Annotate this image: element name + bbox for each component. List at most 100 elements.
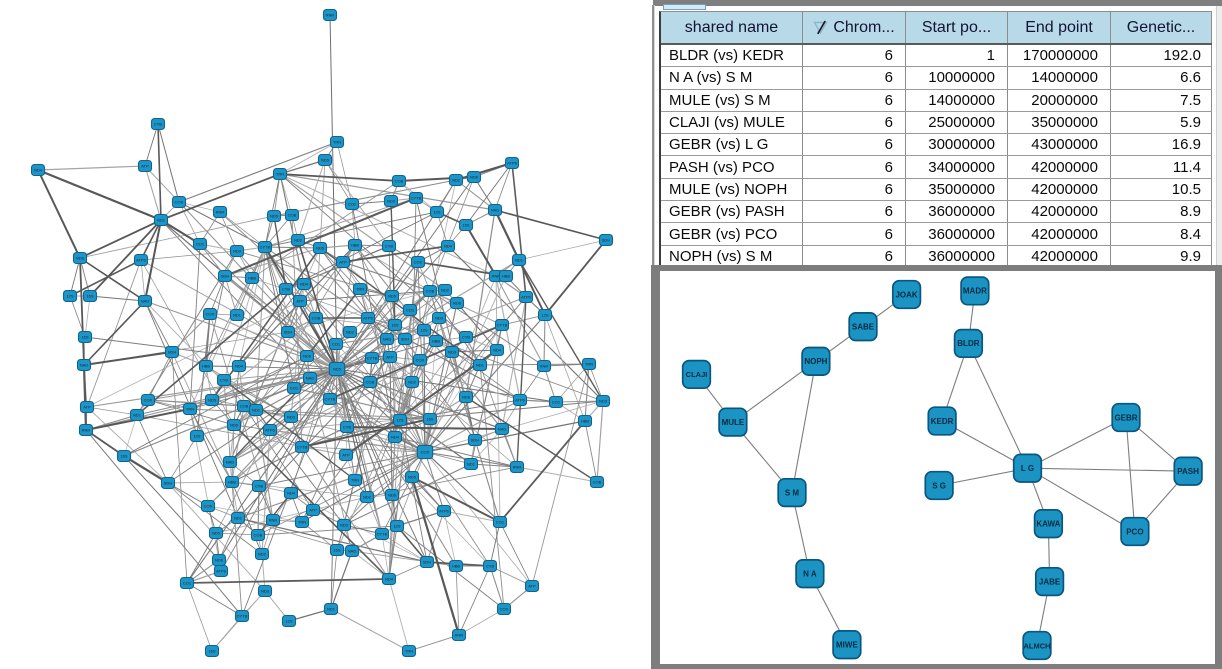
svg-text:NAD: NAD: [491, 208, 500, 213]
svg-text:12S: 12S: [66, 294, 73, 299]
svg-text:ND2: ND2: [408, 380, 417, 385]
svg-text:L G: L G: [1021, 464, 1034, 473]
svg-text:COB: COB: [366, 380, 375, 385]
svg-text:RNR: RNR: [492, 274, 501, 279]
svg-text:ND3: ND3: [387, 199, 396, 204]
svg-text:ND2: ND2: [252, 408, 261, 413]
svg-text:NAD: NAD: [498, 427, 507, 432]
svg-text:KAWA: KAWA: [1036, 520, 1060, 529]
svg-text:S G: S G: [932, 481, 946, 490]
svg-text:TRN: TRN: [276, 172, 284, 177]
svg-text:ATP: ATP: [309, 508, 317, 513]
svg-text:16S: 16S: [120, 454, 127, 459]
svg-text:CLAJI: CLAJI: [686, 370, 708, 379]
svg-text:COX: COX: [175, 200, 184, 205]
svg-text:12S: 12S: [420, 328, 427, 333]
svg-text:ND3: ND3: [233, 249, 242, 254]
svg-text:ATP: ATP: [342, 453, 350, 458]
svg-text:ND2: ND2: [363, 495, 372, 500]
svg-text:ND3: ND3: [287, 415, 296, 420]
svg-text:COB: COB: [593, 480, 602, 485]
svg-text:ND1: ND1: [476, 363, 485, 368]
svg-text:JABE: JABE: [1039, 577, 1061, 586]
svg-text:CO1: CO1: [290, 386, 299, 391]
svg-text:TRN: TRN: [405, 649, 413, 654]
svg-text:CYB: CYB: [220, 378, 229, 383]
svg-text:ALMCH: ALMCH: [1023, 641, 1050, 650]
svg-text:ND6: ND6: [215, 558, 224, 563]
svg-text:COX: COX: [500, 607, 509, 612]
svg-text:12S: 12S: [193, 434, 200, 439]
svg-text:PASH: PASH: [1177, 467, 1199, 476]
svg-text:COX: COX: [206, 312, 215, 317]
svg-text:ND1: ND1: [133, 413, 142, 418]
svg-text:CO1: CO1: [406, 308, 415, 313]
svg-text:SDH: SDH: [602, 238, 611, 243]
svg-text:CYTB: CYTB: [260, 245, 271, 250]
svg-text:ND4: ND4: [385, 577, 394, 582]
svg-text:SDH: SDH: [284, 330, 293, 335]
svg-text:TRN: TRN: [356, 287, 364, 292]
svg-text:ATP: ATP: [83, 405, 91, 410]
svg-text:ND5: ND5: [212, 531, 221, 536]
svg-text:12S: 12S: [393, 524, 400, 529]
svg-text:CO1: CO1: [196, 242, 205, 247]
svg-text:ND1: ND1: [234, 516, 243, 521]
svg-text:CYTB: CYTB: [367, 356, 378, 361]
svg-text:ND3: ND3: [599, 399, 608, 404]
svg-text:ND6: ND6: [230, 423, 239, 428]
svg-text:RNR: RNR: [216, 210, 225, 215]
svg-text:CO1: CO1: [348, 202, 357, 207]
svg-text:NAD: NAD: [348, 549, 357, 554]
svg-text:RNR: RNR: [82, 428, 91, 433]
svg-text:NAD: NAD: [306, 376, 315, 381]
svg-text:COB: COB: [240, 404, 249, 409]
svg-text:ATP: ATP: [528, 584, 536, 589]
svg-text:ND5: ND5: [333, 367, 342, 372]
svg-text:ND2: ND2: [294, 238, 303, 243]
svg-text:COB: COB: [312, 316, 321, 321]
svg-text:CYTB: CYTB: [411, 196, 422, 201]
svg-text:KEDR: KEDR: [931, 417, 954, 426]
svg-text:SABE: SABE: [852, 323, 875, 332]
svg-text:ND6: ND6: [462, 395, 471, 400]
svg-text:ND5: ND5: [208, 398, 217, 403]
svg-text:COX: COX: [204, 504, 213, 509]
svg-text:SDH: SDH: [221, 274, 230, 279]
svg-text:NAD: NAD: [383, 337, 392, 342]
svg-text:ND1: ND1: [157, 218, 166, 223]
svg-text:HBB: HBB: [432, 339, 441, 344]
svg-text:ATP: ATP: [386, 355, 394, 360]
svg-text:ND2: ND2: [346, 330, 355, 335]
svg-text:CO1: CO1: [332, 342, 341, 347]
svg-text:ATP6: ATP6: [265, 428, 275, 433]
svg-text:CYB: CYB: [255, 484, 264, 489]
svg-text:SDH: SDH: [423, 560, 432, 565]
svg-text:ND4: ND4: [34, 168, 43, 173]
svg-text:HBB: HBB: [502, 274, 511, 279]
svg-text:ND4: ND4: [235, 364, 244, 369]
svg-text:MADR: MADR: [963, 287, 987, 296]
svg-text:ND4: ND4: [493, 348, 502, 353]
svg-text:HBB: HBB: [351, 243, 360, 248]
svg-text:COB: COB: [426, 289, 435, 294]
svg-text:NAD: NAD: [141, 299, 150, 304]
svg-text:MULE: MULE: [722, 418, 745, 427]
svg-text:ND3: ND3: [435, 316, 444, 321]
svg-text:RNR: RNR: [540, 364, 549, 369]
svg-text:CYTB: CYTB: [297, 445, 308, 450]
svg-text:CYB: CYB: [385, 244, 394, 249]
svg-text:ND6: ND6: [470, 175, 479, 180]
svg-text:16S: 16S: [81, 335, 88, 340]
svg-text:ATP: ATP: [141, 164, 149, 169]
svg-text:ND3: ND3: [340, 523, 349, 528]
svg-text:CYTB: CYTB: [237, 614, 248, 619]
svg-text:ATP6: ATP6: [363, 316, 373, 321]
svg-text:ND4: ND4: [287, 491, 296, 496]
svg-text:TRN: TRN: [351, 478, 359, 483]
svg-text:ND6: ND6: [388, 493, 397, 498]
svg-text:S M: S M: [785, 488, 800, 497]
svg-text:ND1: ND1: [515, 258, 524, 263]
svg-text:COB: COB: [254, 533, 263, 538]
svg-text:CYB: CYB: [486, 564, 495, 569]
